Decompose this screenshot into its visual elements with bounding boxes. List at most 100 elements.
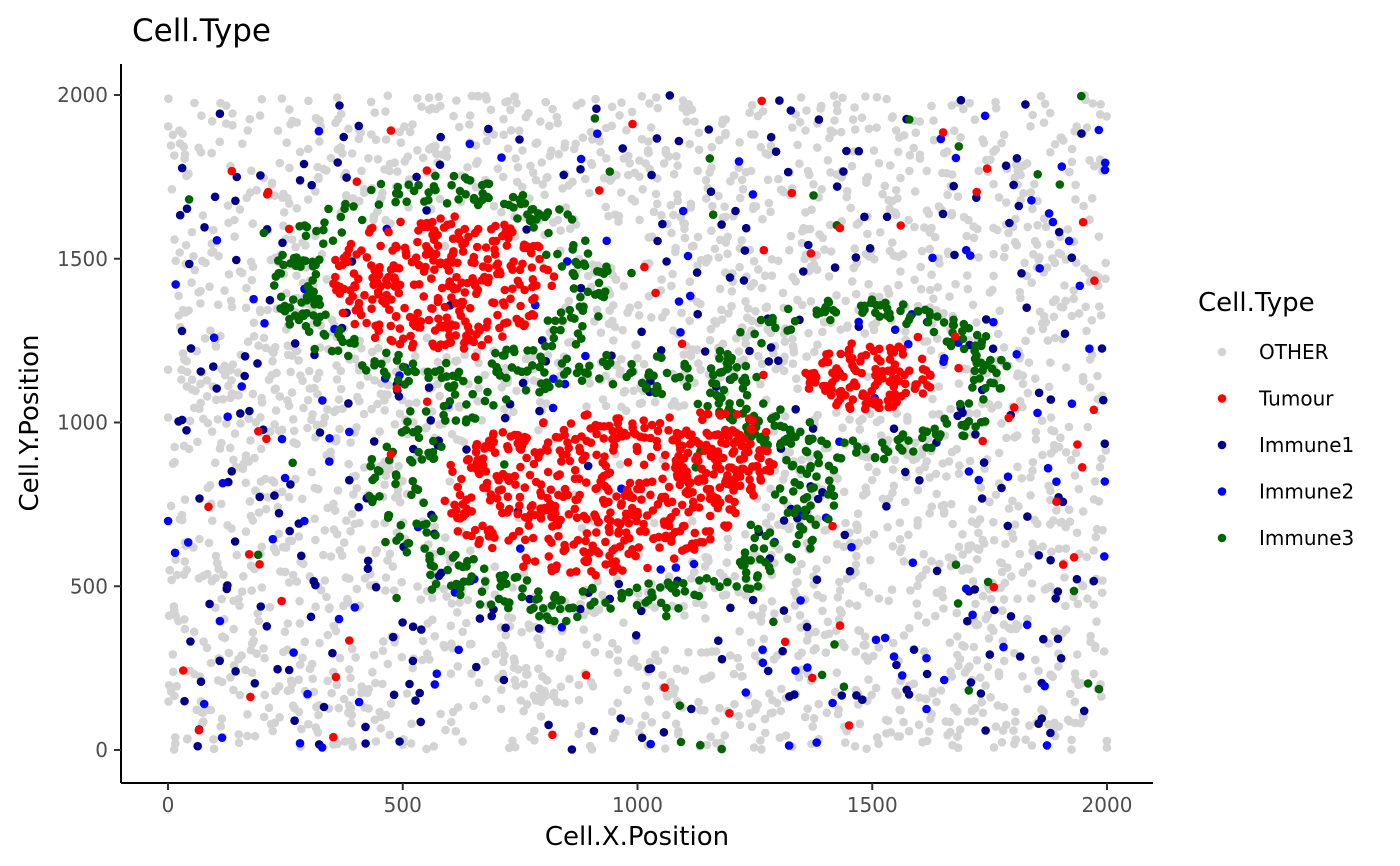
immune1-point bbox=[285, 526, 295, 536]
immune3-point bbox=[740, 373, 750, 383]
tumour-point bbox=[366, 224, 376, 234]
immune3-point bbox=[741, 574, 751, 583]
immune3-point bbox=[297, 298, 306, 307]
tumour-point bbox=[519, 562, 528, 571]
tumour-point bbox=[429, 249, 439, 259]
immune3-point bbox=[806, 484, 816, 493]
other-point bbox=[850, 742, 860, 751]
other-point bbox=[1008, 496, 1017, 506]
other-point bbox=[783, 614, 792, 624]
other-point bbox=[1061, 625, 1071, 634]
tumour-point bbox=[833, 397, 843, 407]
tumour-point bbox=[387, 336, 397, 346]
other-point bbox=[171, 555, 180, 564]
tumour-point bbox=[694, 503, 704, 512]
other-point bbox=[1096, 100, 1105, 109]
other-point bbox=[854, 538, 864, 548]
tumour-point bbox=[894, 376, 904, 386]
immune1-point bbox=[253, 359, 262, 368]
immune1-point bbox=[215, 656, 224, 666]
tumour-point bbox=[384, 227, 393, 237]
tumour-point bbox=[632, 516, 641, 526]
other-point bbox=[303, 144, 313, 154]
other-point bbox=[712, 739, 721, 748]
other-point bbox=[412, 398, 421, 407]
immune1-point bbox=[1053, 587, 1063, 596]
tumour-point bbox=[642, 511, 652, 520]
other-point bbox=[645, 99, 654, 108]
immune3-point bbox=[468, 389, 478, 399]
other-point bbox=[1001, 539, 1010, 549]
immune1-point bbox=[1097, 344, 1107, 353]
other-point bbox=[927, 223, 936, 233]
immune3-point bbox=[817, 670, 827, 680]
other-point bbox=[645, 697, 654, 706]
other-point bbox=[644, 148, 653, 158]
other-point bbox=[1094, 232, 1104, 241]
other-point bbox=[954, 542, 964, 552]
immune1-point bbox=[1009, 180, 1018, 190]
immune3-point bbox=[578, 321, 587, 331]
immune3-point bbox=[782, 455, 791, 465]
immune3-point bbox=[954, 142, 964, 151]
other-point bbox=[637, 92, 647, 101]
immune2-point bbox=[936, 134, 946, 144]
other-point bbox=[465, 639, 475, 649]
other-point bbox=[315, 638, 324, 648]
tumour-point bbox=[516, 301, 525, 311]
immune3-point bbox=[327, 346, 337, 356]
other-point bbox=[1061, 363, 1071, 372]
immune3-point bbox=[408, 476, 418, 486]
other-point bbox=[226, 296, 236, 306]
other-point bbox=[381, 107, 390, 116]
immune2-point bbox=[209, 333, 219, 343]
tumour-point bbox=[518, 259, 527, 269]
immune1-point bbox=[740, 246, 750, 255]
other-point bbox=[637, 721, 646, 730]
other-point bbox=[884, 596, 893, 606]
other-point bbox=[653, 103, 662, 113]
other-point bbox=[585, 379, 595, 388]
immune3-point bbox=[429, 513, 438, 523]
tumour-point bbox=[262, 434, 271, 444]
immune1-point bbox=[274, 508, 284, 518]
other-point bbox=[315, 116, 325, 125]
other-point bbox=[289, 415, 298, 424]
tumour-point bbox=[623, 458, 633, 467]
other-point bbox=[182, 356, 191, 366]
other-point bbox=[199, 414, 208, 424]
immune3-point bbox=[595, 267, 605, 277]
other-point bbox=[482, 136, 492, 146]
tumour-point bbox=[503, 442, 512, 451]
other-point bbox=[350, 354, 360, 364]
other-point bbox=[241, 478, 251, 488]
immune3-point bbox=[769, 538, 779, 548]
tumour-point bbox=[491, 221, 500, 231]
immune2-point bbox=[904, 339, 913, 349]
immune1-point bbox=[177, 163, 187, 173]
other-point bbox=[991, 103, 1001, 113]
tumour-point bbox=[528, 533, 538, 543]
other-point bbox=[287, 388, 297, 397]
immune3-point bbox=[586, 601, 595, 610]
other-point bbox=[196, 398, 205, 408]
immune1-point bbox=[774, 356, 783, 366]
other-point bbox=[515, 126, 524, 135]
immune2-point bbox=[280, 473, 290, 483]
other-point bbox=[894, 280, 903, 290]
other-point bbox=[692, 598, 701, 608]
immune3-point bbox=[295, 222, 304, 231]
other-point bbox=[910, 275, 919, 285]
other-point bbox=[474, 358, 483, 368]
tumour-point bbox=[844, 721, 854, 730]
other-point bbox=[883, 522, 892, 532]
other-point bbox=[601, 401, 611, 411]
other-point bbox=[703, 673, 712, 683]
immune3-point bbox=[655, 583, 665, 592]
other-point bbox=[947, 101, 956, 110]
tumour-point bbox=[368, 295, 377, 304]
other-point bbox=[896, 267, 905, 276]
immune1-point bbox=[522, 225, 531, 234]
other-point bbox=[247, 275, 257, 285]
other-point bbox=[337, 551, 347, 560]
